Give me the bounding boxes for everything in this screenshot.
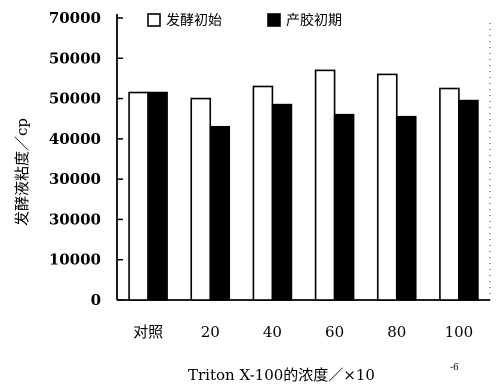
bar-series2 xyxy=(209,125,231,301)
x-axis-label-group: Triton X-100的浓度／×10 -6 xyxy=(188,363,459,384)
legend-label: 发酵初始 xyxy=(166,12,222,29)
legend: 发酵初始 产胶初期 xyxy=(147,12,342,29)
x-tick-label: 40 xyxy=(263,323,282,341)
y-axis-ticks: 0 10000 30000 30000 40000 50000 50000 70000 xyxy=(49,9,123,309)
y-tick-label: 0 xyxy=(91,291,101,309)
bar-series2 xyxy=(147,91,168,301)
y-axis-label-group: 发酵液粘度／cp xyxy=(13,118,31,226)
bar-series1 xyxy=(314,69,336,301)
bar-series2 xyxy=(333,113,355,301)
y-tick-label: 70000 xyxy=(49,9,101,27)
y-tick-label: 30000 xyxy=(49,210,101,228)
x-axis-label: Triton X-100的浓度／×10 xyxy=(188,366,375,384)
bar-series2 xyxy=(458,99,479,301)
bar-series2 xyxy=(271,103,293,301)
bar-series1 xyxy=(190,97,212,301)
x-axis-categories: 对照 20 40 60 80 100 xyxy=(133,323,473,341)
x-axis-label-exponent: -6 xyxy=(450,363,459,373)
bar-series1 xyxy=(128,91,149,301)
y-axis-label: 发酵液粘度／cp xyxy=(13,118,31,226)
bar-series1 xyxy=(252,85,274,301)
bars xyxy=(128,69,479,301)
legend-swatch xyxy=(147,13,161,27)
x-tick-label: 100 xyxy=(445,323,474,341)
axes xyxy=(116,14,491,301)
y-tick-label: 30000 xyxy=(49,170,101,188)
y-tick-label: 50000 xyxy=(49,90,101,108)
y-tick-label: 50000 xyxy=(49,49,101,67)
bar-series2 xyxy=(395,115,417,301)
x-tick-label: 20 xyxy=(201,323,220,341)
legend-label: 产胶初期 xyxy=(286,12,342,29)
x-tick-label: 80 xyxy=(387,323,406,341)
bar-series1 xyxy=(439,87,460,301)
x-tick-label: 60 xyxy=(325,323,344,341)
x-tick-label: 对照 xyxy=(133,323,163,341)
y-tick-label: 40000 xyxy=(49,130,101,148)
y-tick-label: 10000 xyxy=(49,251,101,269)
legend-swatch xyxy=(267,13,281,27)
bar-series1 xyxy=(376,73,398,301)
